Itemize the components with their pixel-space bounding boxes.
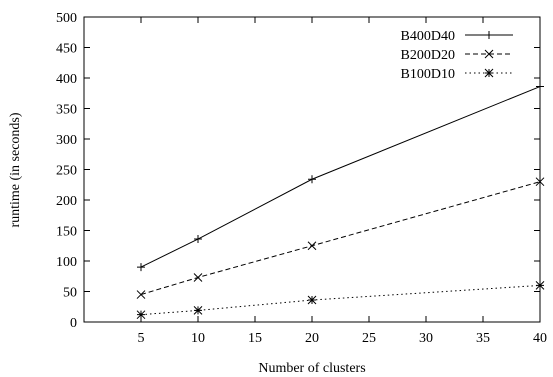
legend-label: B200D20 <box>401 48 455 63</box>
y-tick-label: 450 <box>56 42 77 57</box>
y-tick-label: 500 <box>56 11 77 26</box>
x-axis: 5 10 15 20 25 30 35 40 <box>138 17 547 346</box>
y-tick-label: 400 <box>56 72 77 87</box>
y-tick-label: 50 <box>63 286 77 301</box>
x-tick-label: 30 <box>419 331 433 346</box>
data-point <box>536 82 544 91</box>
y-tick-label: 0 <box>70 316 77 331</box>
series-layer <box>136 82 545 320</box>
legend-marker <box>485 31 493 39</box>
x-tick-label: 35 <box>476 331 490 346</box>
x-tick-label: 20 <box>305 331 319 346</box>
x-tick-label: 40 <box>533 331 547 346</box>
plot-frame <box>83 16 541 323</box>
data-point <box>136 310 146 320</box>
x-tick-label: 15 <box>248 331 262 346</box>
x-tick-label: 10 <box>191 331 205 346</box>
y-tick-label: 150 <box>56 225 77 240</box>
data-point <box>535 177 545 187</box>
data-point <box>535 281 545 290</box>
y-tick-label: 200 <box>56 194 77 209</box>
y-tick-label: 300 <box>56 133 77 148</box>
y-tick-label: 350 <box>56 103 77 118</box>
legend-label: B400D40 <box>401 29 455 44</box>
y-tick-label: 100 <box>56 255 77 270</box>
series-B400D40 <box>137 82 544 272</box>
legend-label: B100D10 <box>401 67 455 82</box>
data-point <box>308 175 316 184</box>
data-point <box>136 290 146 299</box>
data-point <box>193 306 203 315</box>
y-tick-label: 250 <box>56 164 77 179</box>
series-B200D20 <box>136 177 545 299</box>
y-axis-label: runtime (in seconds) <box>8 112 23 227</box>
data-point <box>137 263 145 272</box>
series-B100D10 <box>136 281 545 320</box>
series-line <box>140 181 541 296</box>
data-point <box>307 295 317 305</box>
legend: B400D40 B200D20 B100D10 <box>401 29 513 82</box>
x-axis-label: Number of clusters <box>258 361 365 376</box>
x-tick-label: 25 <box>362 331 376 346</box>
data-point <box>194 235 202 244</box>
legend-marker <box>484 68 494 78</box>
x-tick-label: 5 <box>138 331 145 346</box>
data-point <box>193 273 203 282</box>
y-axis: 0 50 100 150 200 250 300 350 400 450 500 <box>56 11 540 331</box>
series-line <box>140 86 541 268</box>
data-point <box>307 241 317 251</box>
legend-marker <box>484 49 494 59</box>
